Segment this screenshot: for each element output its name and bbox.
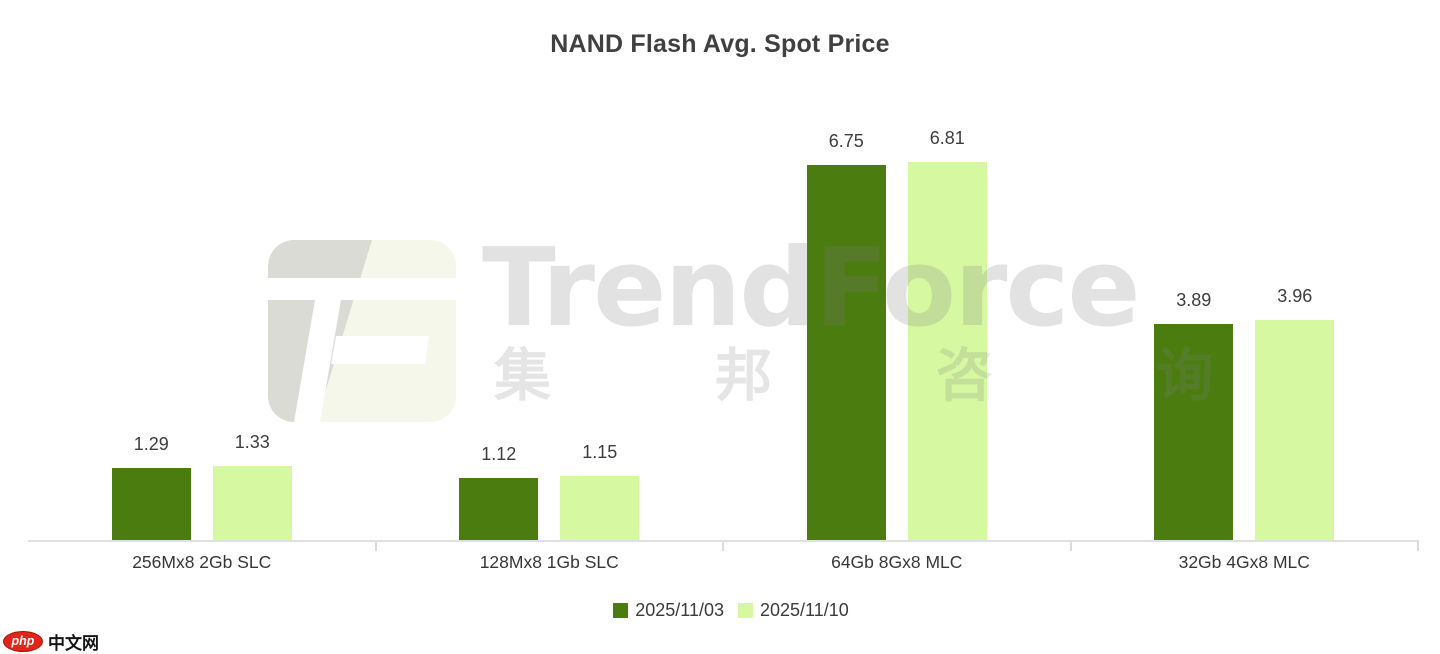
bar-2025/11/10-128Mx8 1Gb SLC bbox=[560, 476, 640, 540]
site-logo-text: 中文网 bbox=[48, 634, 99, 653]
bar-2025/11/03-32Gb 4Gx8 MLC bbox=[1154, 323, 1234, 540]
legend-label-series-1: 2025/11/10 bbox=[760, 600, 849, 620]
axis-tick bbox=[722, 540, 724, 551]
legend-swatch-dark-green bbox=[613, 603, 629, 618]
bar-2025/11/03-128Mx8 1Gb SLC bbox=[459, 477, 539, 540]
bar-value-label: 1.29 bbox=[133, 434, 169, 455]
axis-tick bbox=[374, 540, 377, 551]
x-axis-line bbox=[28, 540, 1418, 542]
bar-value-label: 1.15 bbox=[582, 442, 618, 463]
bar-value-label: 1.33 bbox=[234, 432, 270, 453]
chart-legend: 2025/11/03 2025/11/10 bbox=[11, 600, 1440, 621]
bar-2025/11/10-32Gb 4Gx8 MLC bbox=[1255, 320, 1335, 540]
axis-tick bbox=[1069, 540, 1072, 551]
legend-item-series-1[interactable]: 2025/11/10 bbox=[738, 600, 849, 621]
category-label-256Mx8 2Gb SLC: 256Mx8 2Gb SLC bbox=[132, 552, 272, 572]
bar-value-label: 3.89 bbox=[1176, 289, 1212, 310]
php-badge-icon: php bbox=[3, 631, 43, 652]
chart-title: NAND Flash Avg. Spot Price bbox=[550, 30, 890, 58]
bar-value-label: 1.12 bbox=[481, 443, 517, 464]
legend-swatch-light-green bbox=[738, 603, 753, 618]
legend-label-series-0: 2025/11/03 bbox=[635, 600, 724, 620]
site-logo[interactable]: php 中文网 bbox=[3, 629, 99, 654]
bar-2025/11/03-256Mx8 2Gb SLC bbox=[111, 468, 191, 540]
bar-2025/11/03-64Gb 8Gx8 MLC bbox=[806, 165, 886, 540]
bar-2025/11/10-256Mx8 2Gb SLC bbox=[212, 466, 292, 540]
category-label-128Mx8 1Gb SLC: 128Mx8 1Gb SLC bbox=[479, 552, 619, 572]
category-label-64Gb 8Gx8 MLC: 64Gb 8Gx8 MLC bbox=[831, 552, 963, 572]
bar-2025/11/10-64Gb 8Gx8 MLC bbox=[907, 161, 987, 540]
legend-item-series-0[interactable]: 2025/11/03 bbox=[613, 600, 724, 621]
bar-value-label: 3.96 bbox=[1277, 286, 1313, 306]
axis-tick bbox=[1417, 540, 1419, 551]
category-label-32Gb 4Gx8 MLC: 32Gb 4Gx8 MLC bbox=[1178, 552, 1310, 572]
bar-value-label: 6.75 bbox=[828, 131, 864, 151]
bar-value-label: 6.81 bbox=[929, 127, 965, 148]
trendforce-logo-icon bbox=[268, 240, 456, 422]
